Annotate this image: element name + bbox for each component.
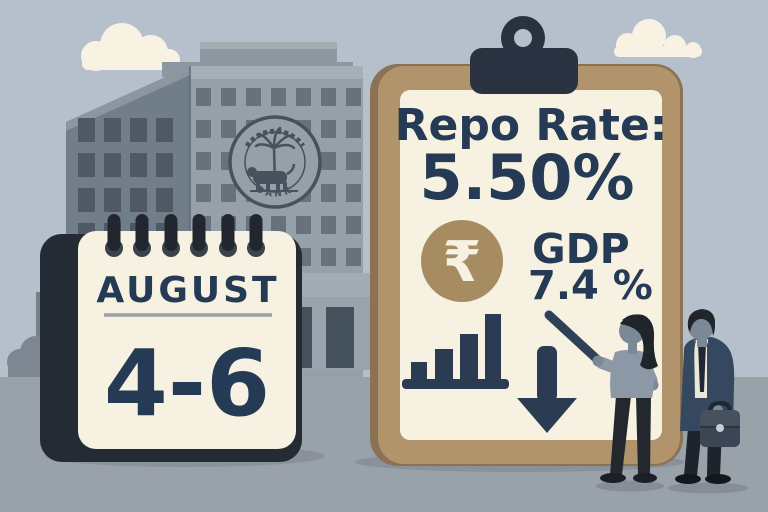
woman-hand bbox=[592, 355, 604, 367]
briefcase-clasp bbox=[716, 424, 724, 432]
briefcase-icon bbox=[700, 400, 740, 447]
man-shadow bbox=[668, 482, 748, 494]
briefcase-handle bbox=[708, 400, 732, 413]
calendar: AUGUST 4-6 bbox=[40, 214, 325, 467]
gdp-value: 7.4 % bbox=[528, 263, 653, 309]
bank-seal-emblem-icon: BANK bbox=[228, 115, 322, 209]
pointer-stick-icon bbox=[544, 310, 605, 367]
woman-shoe bbox=[600, 473, 626, 483]
man-arm bbox=[716, 354, 732, 408]
woman-legs bbox=[610, 396, 651, 475]
spiral-binding-icon bbox=[105, 214, 265, 257]
woman-shoe bbox=[633, 473, 657, 483]
woman-neck bbox=[628, 342, 637, 354]
woman-hair-top bbox=[622, 314, 652, 332]
down-arrow-icon bbox=[517, 346, 577, 433]
bar-chart-icon bbox=[402, 314, 509, 389]
repo-rate-label: Repo Rate: bbox=[395, 100, 668, 151]
calendar-month: AUGUST bbox=[96, 270, 279, 311]
man-neck bbox=[697, 338, 707, 347]
man-hair bbox=[687, 309, 716, 336]
rupee-symbol: ₹ bbox=[443, 230, 482, 295]
clipboard: Repo Rate: 5.50% ₹ GDP 7.4 % bbox=[355, 16, 685, 472]
calendar-paper bbox=[78, 231, 296, 449]
cloud-icon bbox=[614, 19, 702, 58]
calendar-date-range: 4-6 bbox=[104, 330, 270, 437]
woman-shadow bbox=[596, 480, 664, 492]
woman-pointing-arm bbox=[596, 357, 632, 378]
woman-with-pointer bbox=[592, 314, 664, 492]
emblem-top-script bbox=[244, 128, 306, 148]
man-shoe bbox=[675, 474, 701, 484]
woman-hair bbox=[620, 314, 658, 370]
man-shoe bbox=[705, 474, 731, 484]
building-cornice bbox=[190, 66, 363, 79]
clipboard-clip-icon bbox=[470, 16, 578, 94]
gdp-label: GDP bbox=[532, 225, 630, 273]
businessman-with-briefcase bbox=[668, 309, 748, 494]
rupee-coin-icon: ₹ bbox=[421, 220, 503, 302]
emblem-tiger bbox=[247, 163, 296, 190]
repo-rate-value: 5.50% bbox=[419, 141, 634, 214]
man-jacket-lapel bbox=[684, 340, 696, 431]
rooftop-cap bbox=[200, 42, 337, 49]
building-left-parapet bbox=[66, 66, 190, 131]
man-tie bbox=[698, 343, 706, 392]
cloud-icon bbox=[81, 23, 180, 71]
